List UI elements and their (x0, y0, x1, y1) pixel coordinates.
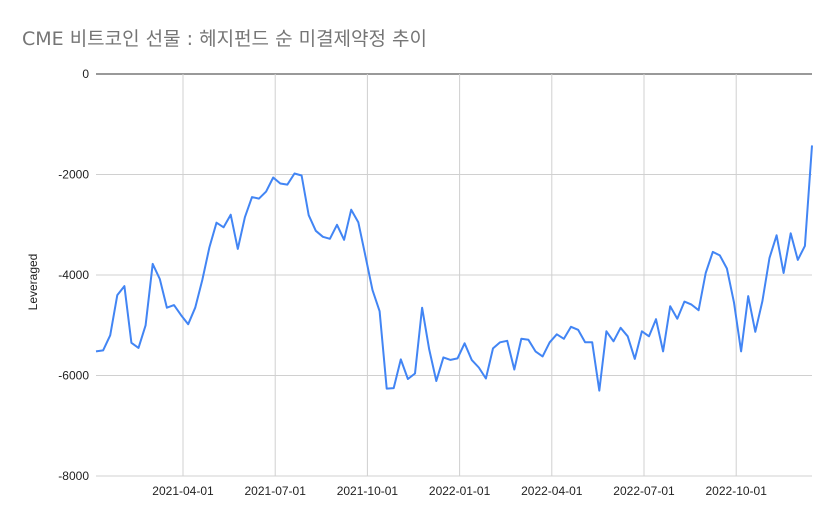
y-axis-title: Leveraged (26, 254, 40, 311)
y-tick-label: -4000 (58, 268, 89, 282)
series-layer (95, 145, 813, 392)
x-tick-label: 2021-10-01 (337, 484, 399, 498)
x-tick-label: 2022-04-01 (521, 484, 583, 498)
x-tick-label: 2022-07-01 (613, 484, 675, 498)
series-line (95, 145, 813, 392)
axis-layer: 0 -2000 -4000 -6000 -8000 2021-04-01 2021-07-0… (58, 67, 767, 498)
chart-title: CME 비트코인 선물 : 헤지펀드 순 미결제약정 추이 (22, 28, 427, 50)
y-tick-label: -2000 (58, 168, 89, 182)
grid-layer (96, 73, 812, 477)
y-tick-label: -8000 (58, 469, 89, 483)
x-tick-label: 2022-10-01 (706, 484, 768, 498)
x-tick-label: 2022-01-01 (429, 484, 491, 498)
y-tick-label: -6000 (58, 369, 89, 383)
y-tick-label: 0 (82, 67, 89, 81)
x-tick-label: 2021-04-01 (152, 484, 214, 498)
x-tick-label: 2021-07-01 (245, 484, 307, 498)
